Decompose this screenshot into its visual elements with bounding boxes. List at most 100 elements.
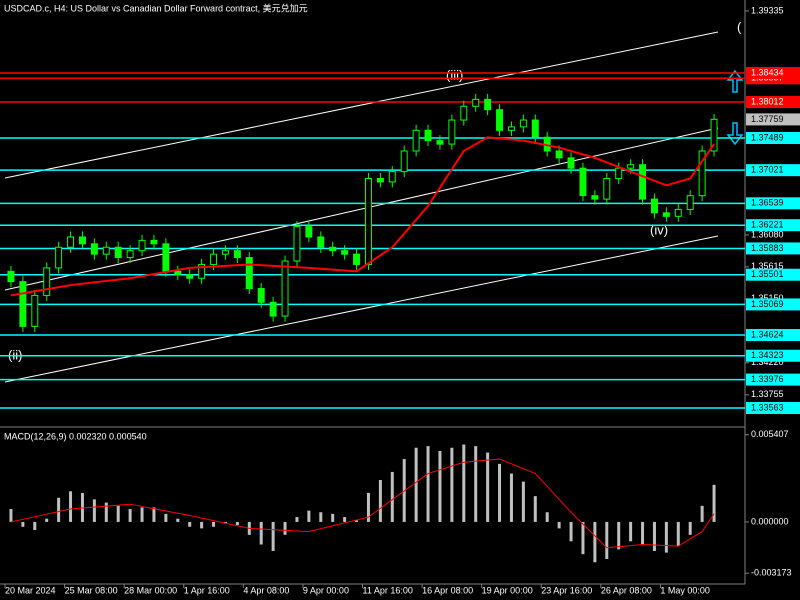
macd-bar [486, 452, 490, 522]
macd-bar [509, 473, 513, 522]
macd-bar [366, 492, 370, 522]
candle-body [257, 288, 265, 303]
x-tick-label: 28 Mar 00:00 [124, 585, 177, 595]
x-tick-label: 26 Apr 08:00 [601, 585, 652, 595]
candle-body [674, 208, 682, 217]
y-tick-label: 1.35150 [751, 293, 784, 303]
macd-bar [581, 521, 585, 555]
wave-label: ( [737, 19, 742, 34]
candle-body [364, 177, 372, 265]
level-box [746, 373, 800, 386]
candle-body [519, 119, 527, 128]
macd-bar [69, 491, 73, 522]
candle-body [400, 150, 408, 173]
candle-body [507, 126, 515, 131]
macd-tick-label: -0.003173 [751, 567, 792, 577]
candle-body [7, 270, 15, 283]
level-label: 1.36221 [751, 220, 784, 230]
y-tick-label: 1.33755 [751, 389, 784, 399]
x-tick-label: 23 Apr 16:00 [541, 585, 592, 595]
candle-body [591, 195, 599, 200]
x-tick-label: 20 Mar 2024 [5, 585, 56, 595]
level-box [746, 197, 800, 210]
x-tick-label: 25 Mar 08:00 [65, 585, 118, 595]
level-box [746, 268, 800, 281]
macd-bar [569, 521, 573, 542]
candle-body [305, 226, 313, 238]
level-label: 1.34323 [751, 350, 784, 360]
macd-bar [498, 463, 502, 522]
level-label: 1.36539 [751, 198, 784, 208]
macd-bar [629, 521, 633, 542]
candle-body [436, 140, 444, 145]
candle-body [603, 177, 611, 200]
candle-body [31, 294, 39, 327]
macd-bar [521, 481, 525, 522]
macd-bar [33, 521, 37, 530]
level-box [746, 96, 800, 109]
x-tick-label: 1 Apr 16:00 [184, 585, 230, 595]
candle-body [460, 105, 468, 121]
wave-label: (iii) [446, 67, 463, 82]
candle-body [686, 195, 694, 210]
candle-body [376, 177, 384, 183]
level-label: 1.38434 [751, 67, 784, 77]
macd-label: MACD(12,26,9) 0.002320 0.000540 [4, 431, 147, 441]
wave-label: (ii) [8, 347, 22, 362]
macd-bar [176, 518, 180, 522]
candle-body [627, 164, 635, 169]
x-tick-label: 19 Apr 00:00 [482, 585, 533, 595]
macd-bar [712, 484, 716, 522]
candle-body [567, 157, 575, 169]
macd-bar [617, 521, 621, 550]
macd-bar [259, 521, 263, 545]
macd-bar [307, 510, 311, 522]
y-tick-label: 1.39335 [751, 5, 784, 15]
candle-body [90, 243, 98, 255]
macd-bar [57, 497, 61, 522]
macd-bar [474, 446, 478, 522]
macd-bar [104, 502, 108, 522]
candle-body [78, 236, 86, 245]
candle-body [531, 119, 539, 138]
x-tick-label: 1 May 00:00 [660, 585, 710, 595]
macd-bar [688, 521, 692, 535]
candle-body [496, 109, 504, 131]
macd-bar [9, 509, 13, 522]
level-label: 1.38012 [751, 96, 784, 106]
candle-body [555, 150, 563, 159]
level-box [746, 349, 800, 362]
macd-bar [235, 521, 239, 526]
level-box [746, 298, 800, 311]
candle-body [293, 226, 301, 262]
level-label: 1.37021 [751, 165, 784, 175]
macd-bar [343, 517, 347, 522]
down-arrow [726, 122, 744, 146]
candle-body [281, 260, 289, 317]
macd-bar [533, 496, 537, 522]
macd-bar [462, 444, 466, 522]
level-box [746, 66, 800, 79]
candle-body [126, 250, 134, 259]
macd-bar [426, 446, 430, 522]
macd-bar [593, 521, 597, 563]
y-tick-label: 1.34220 [751, 357, 784, 367]
macd-bar [438, 450, 442, 522]
candle-body [579, 167, 587, 197]
candle-body [186, 274, 194, 279]
level-label: 1.37489 [751, 132, 784, 142]
level-box [746, 242, 800, 255]
macd-bar [45, 518, 49, 522]
macd-bar [355, 520, 359, 522]
macd-bar [200, 521, 204, 529]
macd-tick-label: 0.005407 [751, 429, 789, 439]
level-box [746, 219, 800, 232]
macd-bar [676, 521, 680, 547]
candle-body [43, 267, 51, 296]
macd-bar [140, 507, 144, 522]
macd-bar [152, 507, 156, 522]
level-label: 1.35501 [751, 269, 784, 279]
macd-bar [390, 471, 394, 522]
candle-body [615, 167, 623, 179]
macd-bar [378, 480, 382, 522]
